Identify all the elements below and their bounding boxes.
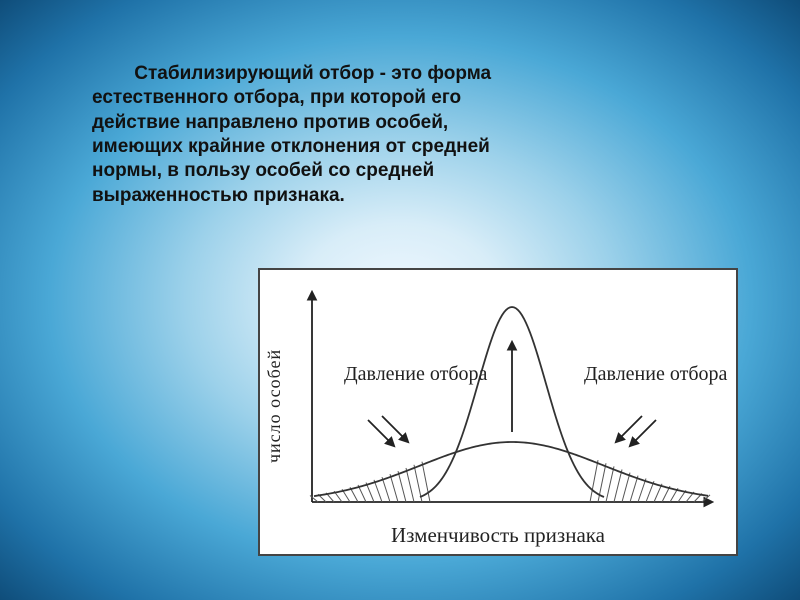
chart-svg bbox=[260, 270, 736, 554]
y-axis-label: число особей bbox=[264, 326, 286, 486]
x-axis-label: Изменчивость признака bbox=[260, 523, 736, 548]
pressure-label-right: Давление отбора bbox=[584, 364, 727, 385]
pressure-label-left: Давление отбора bbox=[344, 364, 487, 385]
definition-paragraph: Стабилизирующий отбор - это форма естест… bbox=[92, 62, 562, 208]
selection-chart: число особей Изменчивость признака Давле… bbox=[258, 268, 738, 556]
slide-root: Стабилизирующий отбор - это форма естест… bbox=[0, 0, 800, 600]
